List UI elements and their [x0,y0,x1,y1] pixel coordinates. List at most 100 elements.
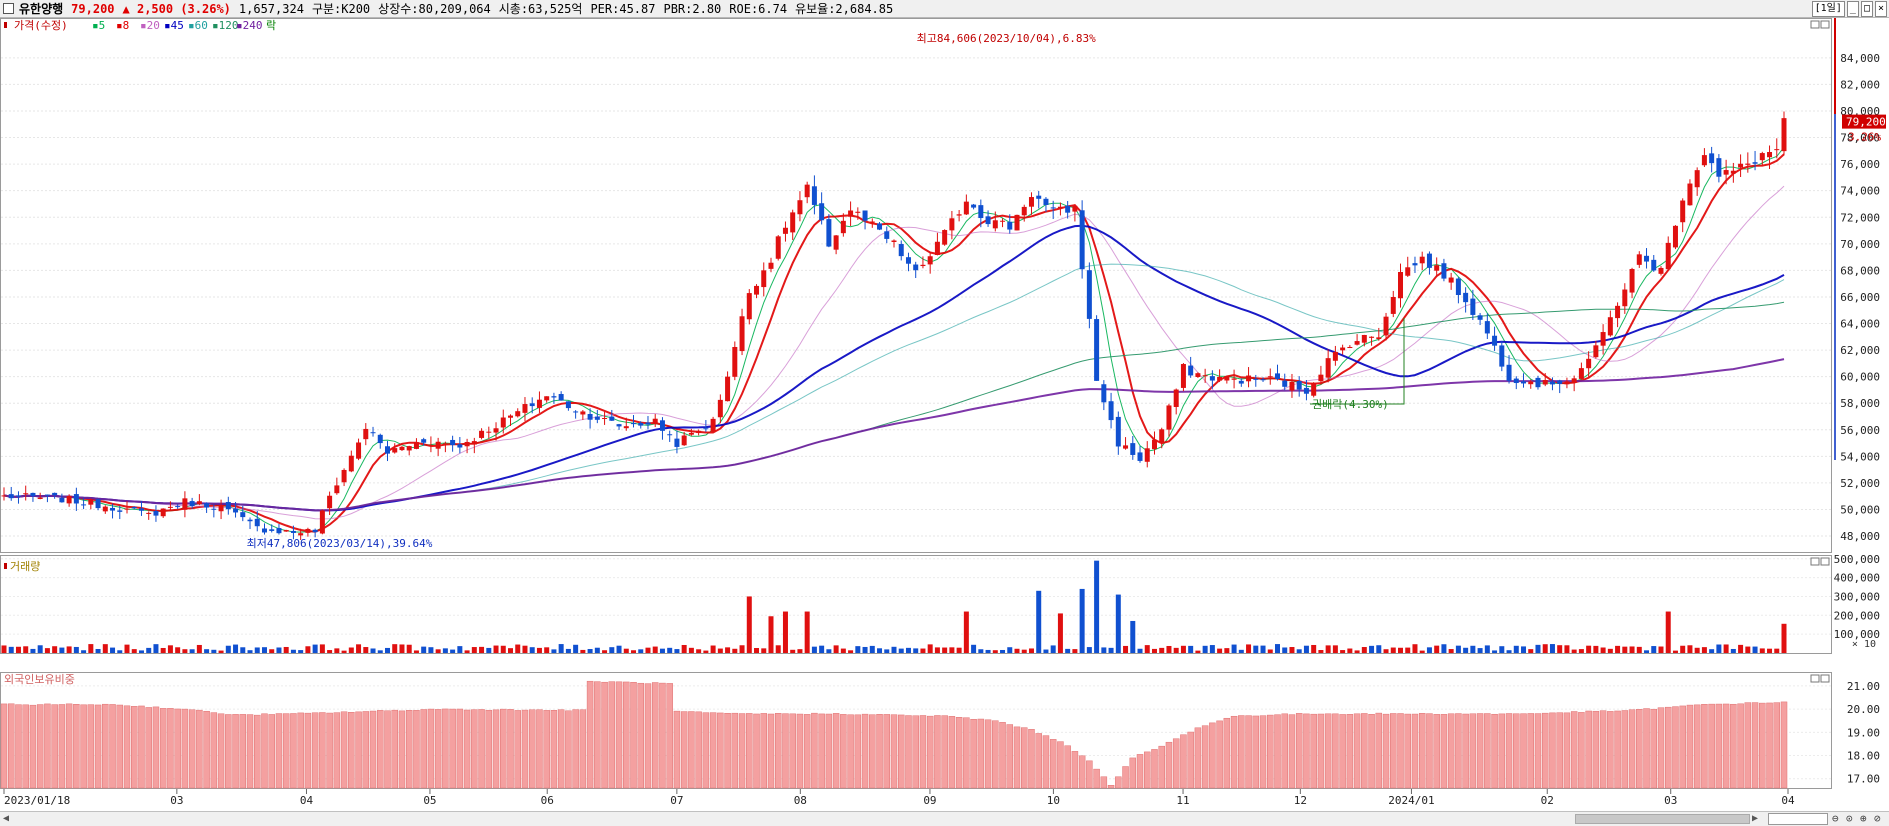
foreign-ratio-bar [427,708,435,789]
scroll-bar[interactable]: ◀ ▶ ⊖ ⊙ ⊕ ⊘ [0,811,1889,826]
candle-body [1535,377,1541,388]
volume-bar [898,648,904,653]
foreign-ratio-bar [1433,714,1440,789]
pane-min-button[interactable] [1810,20,1820,29]
zoom-out-icon[interactable]: ⊖ [1832,812,1839,825]
volume-bar [710,645,716,653]
volume-bar [471,647,477,653]
volume-bar [1405,647,1411,653]
candle-body [15,495,21,497]
candle-body [413,442,419,449]
foreign-tick-label: 21.00 [1847,680,1880,693]
price-tick-label: 68,000 [1840,264,1880,277]
candle-body [1506,364,1512,381]
volume-bar [1057,613,1063,653]
volume-legend-label: 거래량 [10,560,40,573]
volume-bar [754,648,760,653]
candle-body [95,499,101,509]
candle-body [1658,267,1664,274]
vol-max-button[interactable] [1820,557,1830,566]
foreign-pane[interactable]: 17.00 18.00 19.00 20.00 21.00 외국인보유비중 [0,672,1881,789]
volume-bar [949,647,955,653]
candle-body [1730,170,1736,174]
foreign-ratio-bar [1469,713,1477,789]
foreign-ratio-bar [94,704,102,789]
volume-bar [298,650,304,653]
zoom-in-icon[interactable]: ⊕ [1860,812,1867,825]
candle-body [623,426,629,429]
foreign-ratio-bar [1664,706,1672,789]
date-tick-label: 10 [1047,794,1060,807]
foreign-ratio-bar [217,713,225,789]
foreign-ratio-bar [1100,776,1108,789]
candle-body [1441,263,1447,279]
volume-bar [1014,648,1020,653]
restore-button[interactable]: □ [1860,1,1873,17]
candle-body [1079,210,1085,270]
foreign-ratio-bar [1216,720,1223,789]
chart-checkbox[interactable] [3,3,14,14]
volume-bar [1318,650,1324,653]
volume-bar [1499,646,1505,653]
period-button[interactable]: [1일] [1811,1,1845,17]
volume-bar [1383,649,1389,653]
candle-body [479,430,485,438]
foreign-ratio-bar [854,714,862,789]
foreign-ratio-bar [579,709,587,789]
vol-min-button[interactable] [1810,557,1820,566]
zoom-fit-icon[interactable]: ⊙ [1846,812,1853,825]
candle-body [754,285,760,295]
foreign-ratio-bar [369,710,377,789]
volume-bar [1752,646,1758,653]
scroll-right-arrow[interactable]: ▶ [1752,813,1759,824]
foreign-ratio-bar [1317,713,1325,789]
pane-buttons[interactable] [1810,20,1830,683]
candle-body [1694,170,1700,188]
candle-body [1781,118,1787,152]
volume-bar [1463,647,1469,653]
foreign-ratio-bar [948,716,956,789]
candle-body [240,512,246,518]
foreign-ratio-bar [232,714,239,789]
candle-body [797,200,803,215]
scroll-left-arrow[interactable]: ◀ [3,813,10,824]
chart-canvas[interactable]: 48,000 50,000 52,000 54,000 56,000 58,000 60,0… [0,18,1889,811]
volume-bar [1296,649,1302,653]
close-button[interactable]: × [1874,1,1887,17]
zoom-slider[interactable] [1768,813,1828,825]
date-tick-label: 08 [794,794,807,807]
pane-max-button[interactable] [1820,20,1830,29]
volume-bar [1036,590,1042,653]
foreign-ratio-bar [1382,713,1390,789]
fr-max-button[interactable] [1820,674,1830,683]
price-pane[interactable]: 48,000 50,000 52,000 54,000 56,000 58,000 60,0… [0,18,1881,553]
foreign-ratio-bar [167,708,174,789]
candle-body [616,424,622,427]
foreign-ratio-bar [528,709,536,789]
candle-body [739,316,745,352]
volume-bar [1094,560,1100,653]
candle-body [1007,221,1013,230]
volume-bar [1151,648,1157,653]
foreign-ratio-bar [1759,702,1766,789]
volume-bar [204,649,210,653]
volume-bar [840,648,846,653]
fr-min-button[interactable] [1810,674,1820,683]
minimize-button[interactable]: _ [1846,1,1859,17]
foreign-ratio-bar [225,714,232,789]
candle-body [1680,200,1686,223]
candle-body [269,529,275,531]
foreign-ratio-bar [348,712,355,789]
foreign-ratio-bar [1093,768,1100,789]
volume-bar [1159,647,1165,653]
foreign-ratio-bar [832,713,840,789]
scroll-thumb[interactable] [1575,814,1750,824]
foreign-ratio-bar [138,705,145,789]
foreign-ratio-bar [1238,715,1245,789]
zoom-reset-icon[interactable]: ⊘ [1874,812,1881,825]
foreign-ratio-bar [311,712,319,789]
foreign-ratio-bar [753,713,760,789]
candle-body [305,528,311,533]
foreign-ratio-bar [1578,712,1585,789]
